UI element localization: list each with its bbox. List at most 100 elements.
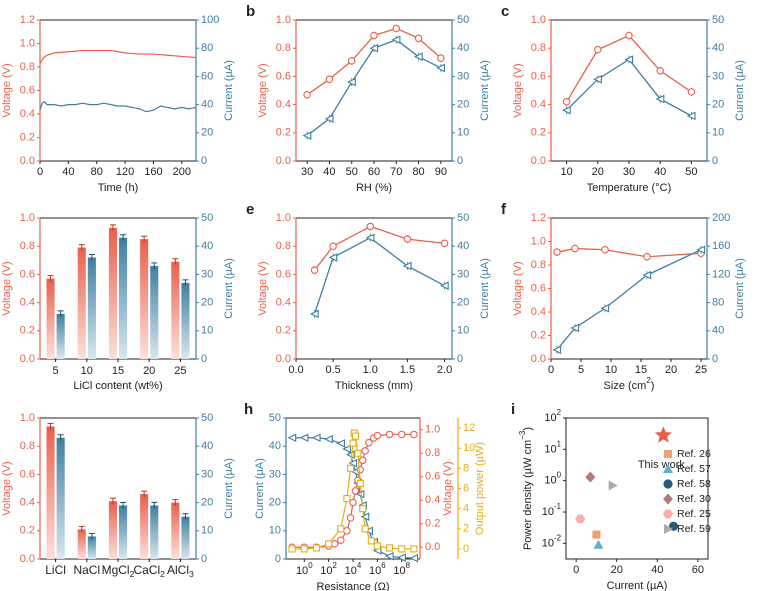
data-point-current — [686, 111, 696, 121]
y-tick-label: 0.8 — [276, 42, 291, 54]
panel-label: h — [244, 401, 253, 418]
data-point-current — [355, 489, 365, 499]
data-point-voltage — [329, 242, 337, 250]
y-tick-label: 20 — [457, 297, 469, 309]
data-point-current — [342, 444, 352, 454]
x-tick-label: 0 — [573, 564, 579, 576]
x-tick-label: 160 — [144, 166, 162, 178]
bar-current — [150, 505, 159, 559]
data-point-output-power — [385, 544, 394, 552]
y-tick-label: 20 — [457, 99, 469, 111]
y-tick-label: 30 — [201, 468, 213, 480]
series-voltage-line — [556, 247, 702, 258]
y-tick-label: 0.0 — [276, 155, 291, 167]
y-tick-label: 10 — [463, 442, 475, 454]
data-point-current — [360, 512, 370, 521]
panel-a: 0 40 80 120 160 200 0.0 0.2 0.4 0.6 0.8 1.0 1.2 0 20 40… — [1, 14, 235, 194]
y-axis-title: Power density (µW cm−3) — [518, 427, 534, 550]
data-point-voltage — [385, 430, 394, 439]
data-point-current — [655, 94, 665, 104]
data-point-current — [369, 43, 379, 53]
data-point-ref — [593, 539, 604, 549]
y-tick-label: 0.6 — [531, 70, 546, 82]
y-tick-label: 40 — [712, 325, 724, 337]
x-tick-label: 15 — [635, 364, 647, 376]
y-tick-label: 1.0 — [20, 37, 35, 49]
series-current-line — [556, 249, 702, 351]
data-point-current — [397, 553, 406, 562]
x-axis-title: Size (cm2) — [604, 376, 655, 392]
x-tick-label: 0.0 — [288, 364, 303, 376]
y-tick-label: 0.2 — [425, 518, 440, 530]
data-point-ref — [585, 471, 596, 483]
data-point-voltage — [553, 248, 561, 256]
y-axis-title-right: Current (µA) — [479, 60, 491, 121]
bar-current — [150, 265, 159, 359]
y-tick-label: 2 — [463, 523, 469, 535]
bar-current — [87, 257, 96, 359]
y-tick-label: 20 — [712, 99, 724, 111]
panel-h: 100 102 104 106 108010203040500.00.20.40.60.… — [244, 401, 486, 591]
x-tick-label: 5 — [578, 364, 584, 376]
data-point-voltage — [347, 57, 356, 65]
x-tick-label: 15 — [112, 365, 124, 377]
data-point-voltage — [337, 536, 345, 544]
x-axis-title: Temperature (°C) — [587, 182, 671, 194]
x-tick-label: 40 — [654, 166, 666, 178]
bar-current — [56, 313, 65, 359]
data-point-current — [347, 77, 356, 87]
x-tick-label: 0 — [548, 364, 554, 376]
data-point-ref — [608, 480, 618, 491]
y-axis-title-left: Voltage (V) — [1, 63, 13, 117]
y-tick-label: 10 — [457, 127, 469, 139]
y-tick-label: 0.4 — [531, 306, 546, 318]
x-tick-label: 102 — [320, 561, 337, 577]
y-tick-label: 0.0 — [20, 553, 35, 565]
data-point-current — [302, 131, 312, 140]
y-tick-label: 40 — [201, 440, 213, 452]
data-point-current — [309, 309, 319, 319]
data-point-output-power — [410, 545, 418, 553]
x-tick-label: 40 — [62, 166, 74, 178]
y-tick-label: 50 — [201, 212, 213, 224]
y-tick-label: 6 — [463, 482, 469, 494]
y-tick-label: 30 — [457, 268, 469, 280]
y-tick-label: 160 — [712, 240, 730, 252]
data-point-voltage — [349, 498, 357, 507]
y-tick-label: 100 — [201, 14, 219, 26]
x-tick-label: 25 — [174, 365, 186, 377]
bar-current — [119, 505, 128, 559]
panel-e: 0.0 0.5 1.0 1.5 2.0 0.0 0.2 0.4 0.6 0.8 1.0 0 10 20 30… — [246, 201, 491, 392]
y-tick-label: 0.2 — [276, 325, 291, 337]
legend-label: Ref. 59 — [677, 523, 711, 535]
x-tick-label: AlCl3 — [167, 563, 194, 579]
bar-current — [119, 237, 128, 359]
data-point-voltage — [437, 54, 445, 62]
data-point-output-power — [343, 495, 351, 503]
data-point-voltage — [410, 430, 418, 439]
y-tick-label: 1.0 — [20, 412, 35, 424]
data-point-current — [570, 323, 580, 333]
data-point-current — [402, 261, 412, 271]
y-tick-label: 1.0 — [425, 424, 440, 436]
x-tick-label: 5 — [53, 365, 59, 377]
legend-label: Ref. 30 — [677, 493, 711, 505]
y-tick-label: 0.0 — [20, 353, 35, 365]
data-point-output-power — [347, 464, 355, 472]
x-tick-label: 10 — [605, 364, 617, 376]
data-point-current — [436, 63, 446, 73]
x-tick-label: 30 — [301, 166, 313, 178]
legend-marker — [663, 464, 673, 473]
x-tick-label: 1.0 — [363, 364, 378, 376]
data-point-voltage — [687, 88, 696, 96]
data-point-output-power — [354, 449, 362, 457]
data-point-current — [311, 433, 321, 443]
y-tick-label: 0.0 — [531, 155, 546, 167]
data-point-voltage — [325, 75, 334, 83]
y-tick-label: 30 — [269, 468, 281, 480]
y-tick-label: 50 — [457, 14, 469, 26]
y-tick-label: 1.0 — [276, 14, 291, 26]
data-point-output-power — [337, 525, 345, 533]
y-tick-label: 102 — [544, 408, 561, 424]
